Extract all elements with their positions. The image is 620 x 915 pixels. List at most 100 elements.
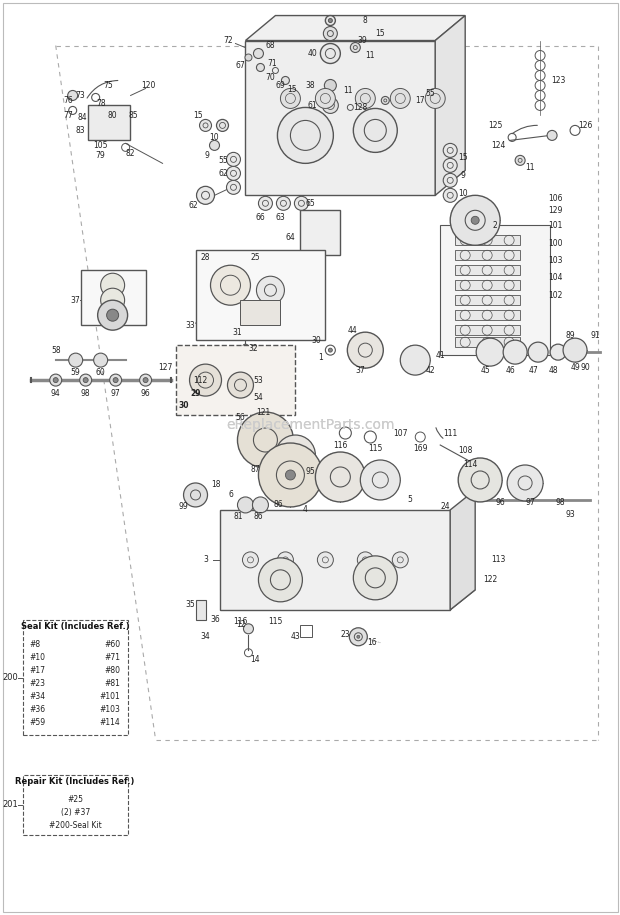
Text: 112: 112 — [193, 375, 208, 384]
Circle shape — [322, 98, 339, 113]
Text: 97: 97 — [525, 499, 535, 508]
Text: 4: 4 — [303, 505, 308, 514]
Circle shape — [257, 276, 285, 304]
Circle shape — [353, 109, 397, 153]
Circle shape — [254, 48, 264, 59]
Circle shape — [476, 339, 504, 366]
Circle shape — [140, 374, 151, 386]
Circle shape — [244, 624, 254, 634]
Text: 43: 43 — [291, 632, 300, 641]
Text: 86: 86 — [254, 512, 264, 522]
Bar — [455, 325, 520, 335]
Circle shape — [184, 483, 208, 507]
Text: 6: 6 — [228, 490, 233, 500]
Text: 101: 101 — [548, 221, 562, 230]
Bar — [455, 265, 520, 275]
Circle shape — [280, 89, 301, 109]
Text: 33: 33 — [185, 320, 195, 329]
Circle shape — [324, 80, 337, 92]
Text: 12: 12 — [236, 620, 246, 630]
Text: 24: 24 — [440, 502, 450, 511]
Text: 11: 11 — [343, 86, 353, 95]
Text: 62: 62 — [188, 200, 198, 210]
Text: 5: 5 — [408, 495, 413, 504]
Circle shape — [425, 89, 445, 109]
Text: 73: 73 — [76, 91, 86, 100]
Text: 71: 71 — [268, 59, 277, 68]
Text: #25: #25 — [67, 795, 83, 804]
Text: #10: #10 — [30, 653, 46, 662]
Text: 60: 60 — [95, 368, 105, 377]
Circle shape — [355, 89, 375, 109]
Text: 28: 28 — [201, 253, 210, 262]
Polygon shape — [435, 16, 465, 195]
Circle shape — [277, 107, 334, 164]
Circle shape — [98, 300, 128, 330]
Text: 37: 37 — [71, 296, 81, 305]
Circle shape — [242, 552, 259, 568]
Text: 16: 16 — [368, 639, 377, 647]
Circle shape — [316, 452, 365, 502]
Circle shape — [69, 353, 82, 367]
Text: 37: 37 — [355, 366, 365, 374]
Text: 23: 23 — [340, 630, 350, 640]
Text: 40: 40 — [308, 49, 317, 58]
Text: 94: 94 — [51, 389, 61, 398]
Text: 35: 35 — [185, 600, 195, 609]
Text: 106: 106 — [548, 194, 562, 203]
Text: 201: 201 — [3, 800, 19, 809]
Text: 59: 59 — [71, 368, 81, 377]
Text: 58: 58 — [51, 346, 61, 355]
Text: #80: #80 — [105, 666, 121, 675]
Circle shape — [507, 465, 543, 501]
Text: 124: 124 — [491, 141, 505, 150]
Text: 30: 30 — [311, 336, 321, 345]
Circle shape — [401, 345, 430, 375]
Text: #60: #60 — [105, 640, 121, 650]
Text: 70: 70 — [265, 73, 275, 82]
Text: 55: 55 — [219, 156, 228, 165]
Polygon shape — [246, 40, 435, 195]
Circle shape — [237, 412, 293, 468]
Circle shape — [242, 344, 249, 350]
Text: 89: 89 — [565, 330, 575, 339]
Text: 113: 113 — [491, 555, 505, 565]
Bar — [23, 775, 128, 834]
Text: 200: 200 — [3, 673, 19, 683]
Text: eReplacementParts.com: eReplacementParts.com — [226, 418, 395, 432]
Circle shape — [50, 374, 62, 386]
Circle shape — [259, 558, 303, 602]
Circle shape — [294, 197, 308, 210]
Circle shape — [53, 378, 58, 382]
Circle shape — [259, 197, 272, 210]
Text: #8: #8 — [30, 640, 41, 650]
Text: 86: 86 — [273, 501, 283, 510]
Circle shape — [226, 167, 241, 180]
Text: 79: 79 — [95, 151, 105, 160]
Circle shape — [350, 42, 360, 52]
Circle shape — [216, 120, 229, 132]
Text: #200-Seal Kit: #200-Seal Kit — [49, 821, 102, 830]
Text: 66: 66 — [255, 213, 265, 221]
Text: 25: 25 — [250, 253, 260, 262]
Text: 82: 82 — [126, 149, 135, 158]
Circle shape — [324, 27, 337, 40]
Text: 98: 98 — [81, 389, 91, 398]
Text: 115: 115 — [368, 444, 383, 453]
Text: #17: #17 — [30, 666, 46, 675]
Circle shape — [285, 470, 295, 480]
Text: 2: 2 — [493, 221, 497, 230]
Text: 95: 95 — [306, 468, 315, 477]
Text: 108: 108 — [458, 446, 472, 455]
Circle shape — [360, 460, 401, 500]
Circle shape — [547, 131, 557, 140]
Text: 114: 114 — [463, 460, 477, 469]
Circle shape — [245, 54, 252, 61]
Text: #114: #114 — [100, 718, 121, 727]
Circle shape — [550, 344, 566, 361]
Circle shape — [259, 443, 322, 507]
Circle shape — [100, 274, 125, 297]
Text: 81: 81 — [234, 512, 243, 522]
Text: 17: 17 — [415, 96, 425, 105]
Circle shape — [347, 332, 383, 368]
